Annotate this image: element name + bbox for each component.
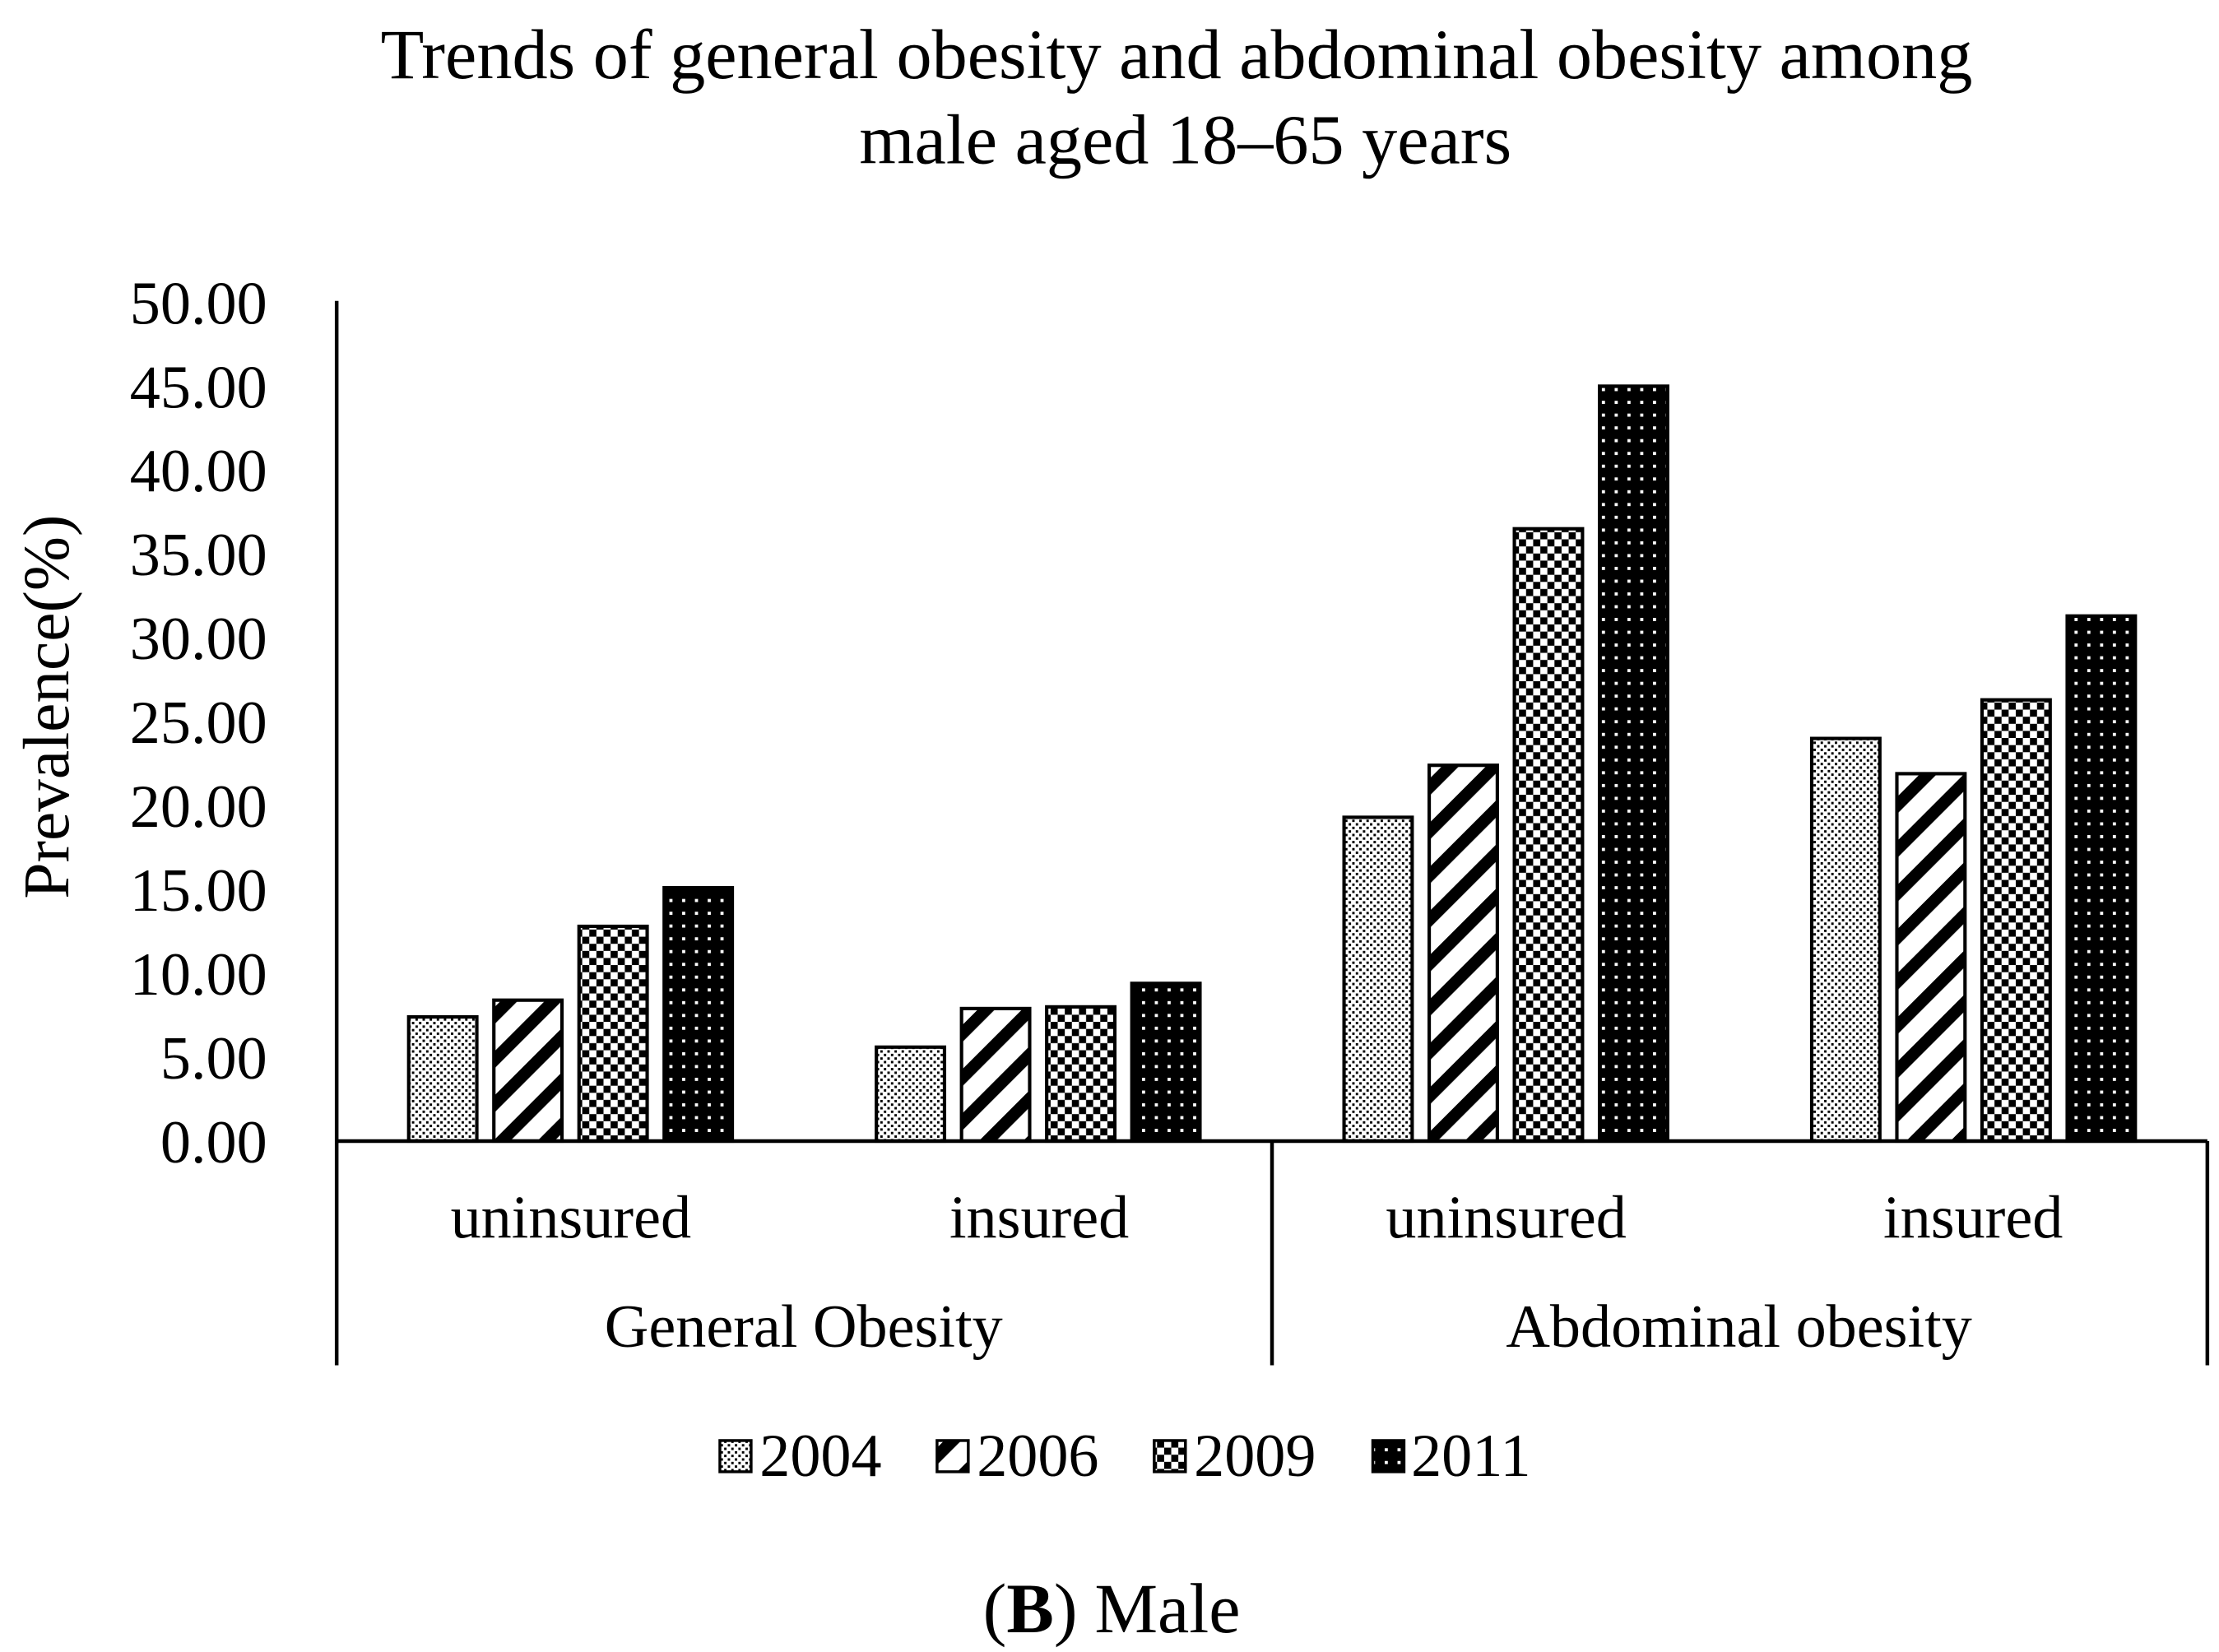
group-label-abdominal-obesity: Abdominal obesity (1506, 1293, 1971, 1361)
bar-2009-general-obesity-insured (1045, 1005, 1117, 1144)
bar-2004-abdominal-obesity-insured (1809, 736, 1882, 1144)
y-tick-label-10: 10.00 (130, 941, 267, 1009)
legend-item-2009: 2009 (1153, 1422, 1316, 1490)
bar-2006-general-obesity-insured (959, 1006, 1032, 1144)
legend-item-2011: 2011 (1371, 1422, 1531, 1490)
caption-close-paren: ) (1054, 1569, 1078, 1648)
y-tick-label-45: 45.00 (130, 354, 267, 421)
legend-label-2006: 2006 (977, 1422, 1098, 1490)
bar-2011-abdominal-obesity-insured (2065, 614, 2138, 1144)
bar-2009-abdominal-obesity-insured (1980, 698, 2052, 1144)
legend-swatch-2011 (1371, 1439, 1406, 1473)
legend-item-2004: 2004 (718, 1422, 882, 1490)
bar-2004-abdominal-obesity-uninsured (1342, 815, 1414, 1144)
y-tick-label-40: 40.00 (130, 438, 267, 505)
bar-2004-general-obesity-uninsured (406, 1015, 479, 1144)
legend-label-2009: 2009 (1194, 1422, 1316, 1490)
bar-2011-general-obesity-uninsured (662, 886, 735, 1144)
group-label-general-obesity: General Obesity (605, 1293, 1003, 1361)
legend-item-2006: 2006 (935, 1422, 1099, 1490)
legend-swatch-2006 (935, 1439, 970, 1473)
category-label-abdominal-insured: insured (1883, 1184, 2063, 1251)
category-label-general-insured: insured (949, 1184, 1129, 1251)
panel-caption: (B) Male (983, 1569, 1241, 1648)
bar-2011-abdominal-obesity-uninsured (1598, 384, 1669, 1144)
bar-2009-abdominal-obesity-uninsured (1512, 527, 1585, 1144)
y-tick-label-20: 20.00 (130, 773, 267, 841)
bar-2006-abdominal-obesity-insured (1895, 772, 1967, 1144)
y-tick-label-15: 15.00 (130, 857, 267, 925)
y-tick-label-25: 25.00 (130, 689, 267, 757)
y-tick-label-50: 50.00 (130, 270, 267, 337)
bar-2006-general-obesity-uninsured (492, 998, 564, 1144)
category-label-general-uninsured: uninsured (451, 1184, 691, 1251)
bar-2009-general-obesity-uninsured (577, 924, 649, 1144)
legend: 2004 2006 2009 2011 (718, 1422, 1531, 1490)
bar-series (406, 384, 2138, 1144)
legend-label-2011: 2011 (1411, 1422, 1531, 1490)
legend-label-2004: 2004 (759, 1422, 881, 1490)
bar-2006-abdominal-obesity-uninsured (1427, 763, 1499, 1144)
y-axis-ticks: 0.00 5.00 10.00 15.00 20.00 25.00 30.00 35.00 40… (130, 270, 267, 1176)
legend-swatch-2004 (718, 1439, 753, 1473)
y-tick-label-5: 5.00 (160, 1025, 267, 1093)
category-label-abdominal-uninsured: uninsured (1386, 1184, 1626, 1251)
bar-2011-general-obesity-insured (1130, 981, 1202, 1144)
bar-2004-general-obesity-insured (875, 1045, 947, 1144)
legend-swatch-2009 (1153, 1439, 1187, 1473)
y-tick-label-0: 0.00 (160, 1109, 267, 1176)
caption-panel-letter: B (1006, 1569, 1054, 1648)
chart-title-line-2: male aged 18–65 years (859, 100, 1511, 179)
y-tick-label-35: 35.00 (130, 522, 267, 589)
caption-label: Male (1094, 1569, 1240, 1648)
caption-open-paren: ( (983, 1569, 1007, 1648)
y-tick-label-30: 30.00 (130, 606, 267, 673)
chart-title: Trends of general obesity and abdominal … (381, 15, 1990, 179)
y-axis-label: Prevalence(%) (11, 515, 83, 899)
chart-title-line-1: Trends of general obesity and abdominal … (381, 15, 1973, 94)
